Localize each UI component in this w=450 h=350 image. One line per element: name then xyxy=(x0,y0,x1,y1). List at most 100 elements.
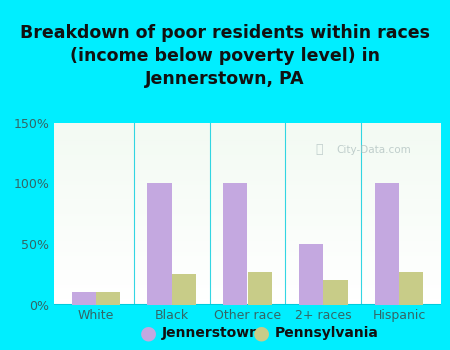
Bar xyxy=(54,272,441,274)
Bar xyxy=(54,277,441,279)
Bar xyxy=(54,203,441,204)
Bar xyxy=(54,235,441,237)
Bar xyxy=(54,170,441,172)
Bar xyxy=(54,283,441,285)
Bar xyxy=(54,148,441,150)
Bar xyxy=(54,252,441,253)
Text: Pennsylvania: Pennsylvania xyxy=(274,326,378,340)
Bar xyxy=(54,183,441,184)
Bar xyxy=(54,159,441,161)
Bar xyxy=(54,239,441,241)
Bar xyxy=(72,292,96,304)
Bar xyxy=(54,161,441,162)
Bar xyxy=(54,262,441,265)
Bar xyxy=(54,190,441,192)
Bar xyxy=(54,246,441,248)
Bar xyxy=(54,174,441,175)
Text: ●: ● xyxy=(140,323,157,342)
Bar xyxy=(54,226,441,228)
Bar xyxy=(54,301,441,303)
Bar xyxy=(54,248,441,250)
Bar xyxy=(54,233,441,235)
Bar xyxy=(54,186,441,188)
Bar xyxy=(54,146,441,148)
Bar xyxy=(399,272,423,304)
Bar xyxy=(54,250,441,252)
Bar xyxy=(54,292,441,294)
Bar xyxy=(54,212,441,214)
Bar xyxy=(54,261,441,262)
Bar xyxy=(54,206,441,208)
Bar xyxy=(54,294,441,295)
Bar xyxy=(54,175,441,177)
Bar xyxy=(54,168,441,170)
Bar xyxy=(54,194,441,195)
Bar xyxy=(54,279,441,281)
Bar xyxy=(54,270,441,272)
Bar xyxy=(54,217,441,219)
Bar xyxy=(54,303,441,304)
Bar xyxy=(54,177,441,179)
Bar xyxy=(54,172,441,174)
Bar xyxy=(54,135,441,137)
Bar xyxy=(54,122,441,124)
Bar xyxy=(54,164,441,166)
Text: Breakdown of poor residents within races
(income below poverty level) in
Jenners: Breakdown of poor residents within races… xyxy=(20,25,430,88)
Bar xyxy=(54,237,441,239)
Bar xyxy=(148,183,172,304)
Bar xyxy=(299,244,323,304)
Bar xyxy=(54,214,441,215)
Bar xyxy=(54,208,441,210)
Bar xyxy=(54,192,441,194)
Bar xyxy=(54,184,441,186)
Bar xyxy=(54,241,441,243)
Bar xyxy=(54,221,441,223)
Bar xyxy=(172,274,196,304)
Bar xyxy=(54,265,441,266)
Bar xyxy=(54,141,441,142)
Bar xyxy=(54,144,441,146)
Bar xyxy=(54,297,441,299)
Bar xyxy=(223,183,248,304)
Bar xyxy=(54,152,441,153)
Bar xyxy=(54,286,441,288)
Bar xyxy=(375,183,399,304)
Bar xyxy=(54,130,441,132)
Bar xyxy=(54,266,441,268)
Bar xyxy=(54,285,441,286)
Bar xyxy=(54,195,441,197)
Text: ⓘ: ⓘ xyxy=(315,143,323,156)
Bar xyxy=(54,299,441,301)
Bar xyxy=(54,268,441,270)
Bar xyxy=(54,199,441,201)
Bar xyxy=(54,215,441,217)
Bar xyxy=(54,179,441,181)
Bar xyxy=(54,157,441,159)
Bar xyxy=(54,274,441,275)
Bar xyxy=(54,128,441,130)
Bar xyxy=(54,259,441,261)
Bar xyxy=(54,257,441,259)
Bar xyxy=(54,142,441,144)
Bar xyxy=(54,256,441,257)
Bar xyxy=(54,230,441,232)
Bar xyxy=(54,153,441,155)
Bar xyxy=(54,224,441,226)
Bar xyxy=(54,219,441,221)
Bar xyxy=(54,166,441,168)
Bar xyxy=(54,188,441,190)
Bar xyxy=(54,137,441,139)
Bar xyxy=(54,232,441,233)
Bar xyxy=(54,228,441,230)
Bar xyxy=(54,253,441,256)
Text: Jennerstown: Jennerstown xyxy=(162,326,260,340)
Bar xyxy=(54,139,441,141)
Bar xyxy=(54,197,441,199)
Bar xyxy=(54,288,441,290)
Bar xyxy=(54,244,441,246)
Bar xyxy=(54,181,441,183)
Bar xyxy=(54,124,441,126)
Bar xyxy=(54,162,441,164)
Bar xyxy=(248,272,272,304)
Bar xyxy=(323,280,347,304)
